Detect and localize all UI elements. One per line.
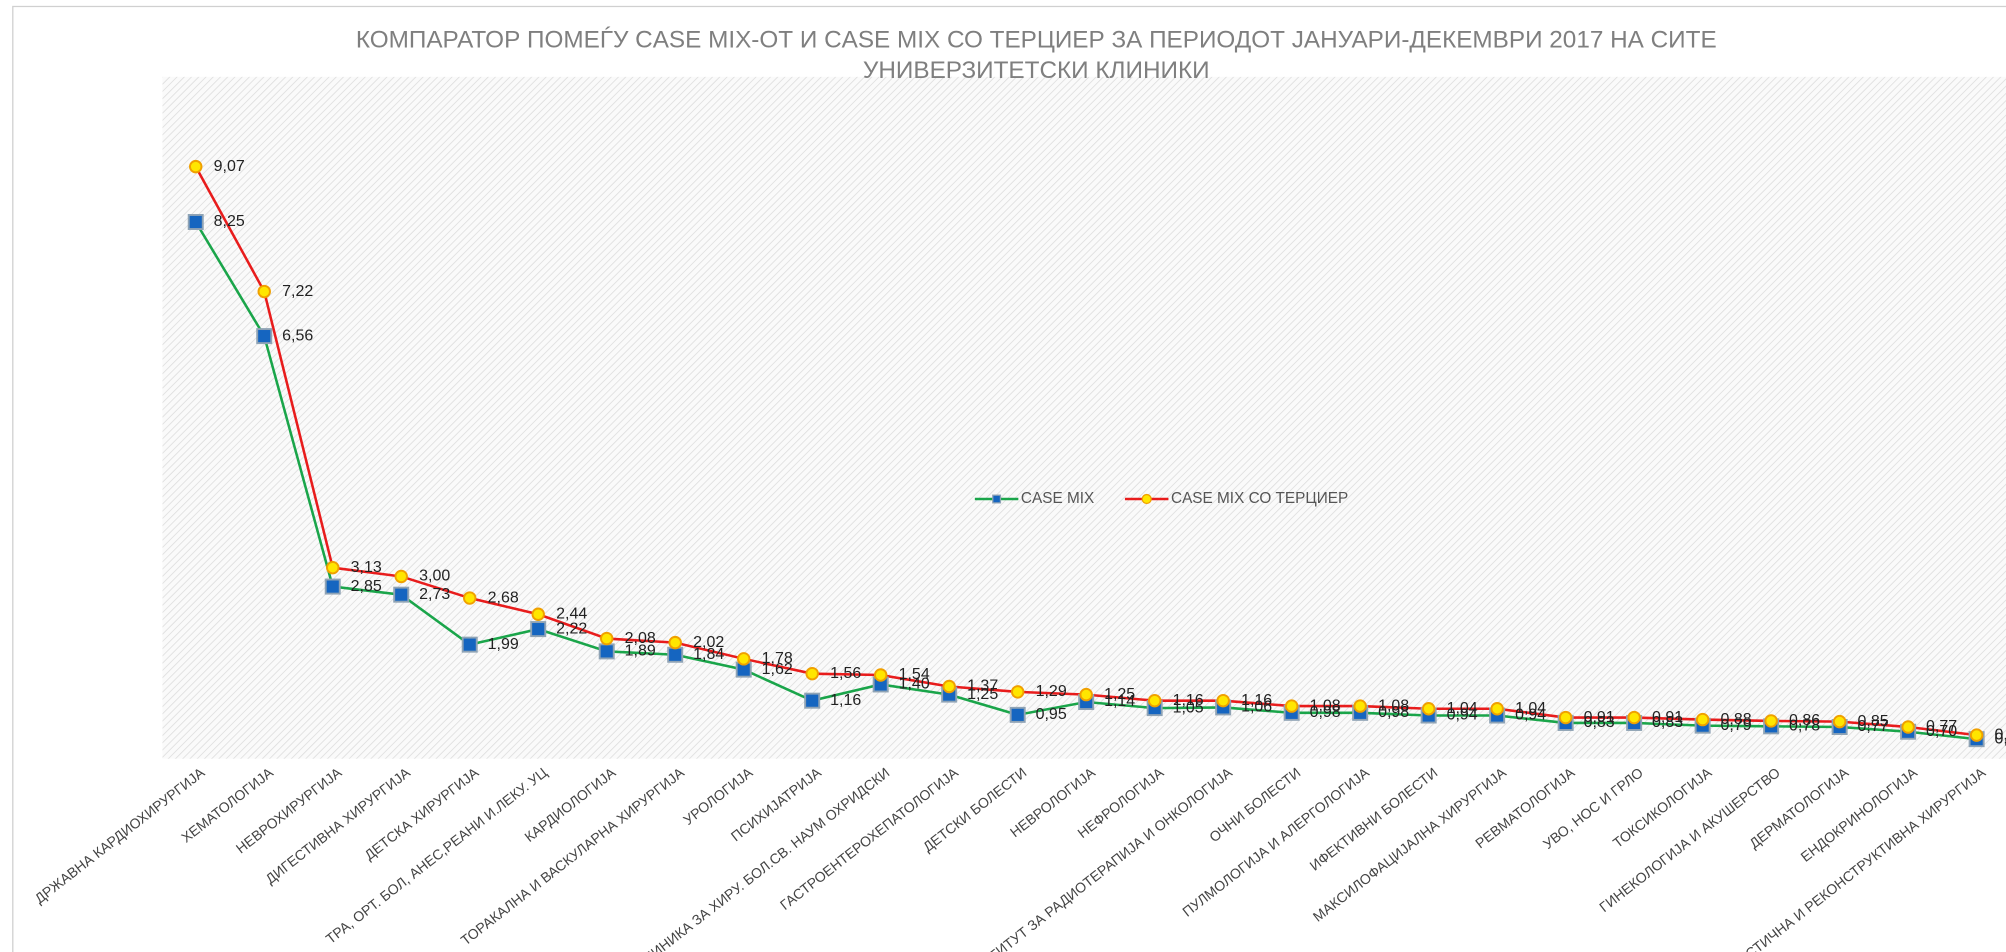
marker (1627, 710, 1641, 725)
marker (1079, 687, 1093, 702)
chart-title: КОМПАРАТОР ПОМЕЃУ CASE MIX-ОТ И CASE MIX… (356, 26, 1717, 53)
marker (873, 668, 888, 682)
legend-marker (1141, 493, 1152, 505)
marker (1353, 699, 1367, 713)
marker (599, 631, 614, 646)
marker (257, 284, 271, 299)
marker (461, 636, 478, 653)
marker (1695, 712, 1710, 727)
value-label: 0,88 (1721, 711, 1752, 728)
value-label: 3,13 (351, 559, 382, 576)
value-label: 1,14 (1104, 693, 1135, 710)
legend-label: CASE MIX СО ТЕРЦИЕР (1171, 490, 1348, 507)
value-label: 0,94 (1447, 707, 1478, 724)
value-label: 9,07 (214, 158, 245, 175)
value-label: 1,06 (1241, 699, 1272, 716)
marker (531, 607, 545, 621)
value-label: 2,68 (488, 589, 519, 606)
value-label: 0,94 (1515, 707, 1546, 724)
value-label: 1,08 (1378, 697, 1409, 714)
marker (463, 591, 477, 605)
value-label: 8,25 (214, 213, 245, 230)
value-label: 0,91 (1584, 709, 1615, 726)
value-label: 1,16 (1241, 692, 1272, 709)
marker (1216, 693, 1230, 708)
value-label: 0,98 (1378, 704, 1409, 721)
value-label: 0,83 (1652, 714, 1683, 731)
marker (942, 679, 956, 694)
value-label: 2,73 (419, 586, 450, 603)
value-label: 0,78 (1789, 718, 1820, 735)
value-label: 1,16 (1173, 692, 1204, 709)
value-label: 0,70 (1926, 723, 1957, 740)
value-label: 0,83 (1584, 714, 1615, 731)
value-label: 1,25 (1104, 686, 1135, 703)
value-label: 1,05 (1173, 699, 1204, 716)
value-label: 0,79 (1721, 717, 1752, 734)
value-label: 1,54 (899, 666, 930, 683)
marker (804, 692, 821, 709)
marker (189, 159, 203, 174)
legend-label: CASE MIX (1021, 490, 1094, 507)
value-label: 1,04 (1515, 700, 1546, 717)
value-label: 1,84 (693, 646, 724, 663)
value-label: 0,77 (1858, 718, 1889, 735)
value-label: 1,29 (1036, 683, 1067, 700)
marker (324, 578, 341, 595)
marker (256, 328, 273, 345)
value-label: 0,98 (1310, 704, 1341, 721)
value-label: 2,02 (693, 634, 724, 651)
marker (1284, 699, 1299, 713)
legend-marker (992, 494, 1002, 504)
value-label: 1,37 (967, 678, 998, 695)
value-label: 2,08 (625, 630, 656, 647)
marker (736, 652, 751, 666)
marker (668, 635, 682, 650)
marker (1969, 728, 1984, 742)
value-label: 0,91 (1652, 709, 1683, 726)
value-label: 6,56 (282, 327, 313, 344)
value-label: 1,89 (625, 643, 656, 660)
value-label: 3,00 (419, 568, 450, 585)
marker (530, 621, 547, 638)
marker (805, 666, 819, 681)
value-label: 0,59 (1995, 730, 2006, 747)
value-label: 1,78 (762, 650, 793, 667)
plot-area (162, 76, 2006, 759)
marker (1010, 685, 1025, 699)
value-label: 0,86 (1789, 712, 1820, 729)
value-label: 1,25 (967, 686, 998, 703)
value-label: 1,08 (1310, 697, 1341, 714)
marker (394, 569, 408, 584)
value-label: 2,22 (556, 620, 587, 637)
marker (1421, 702, 1436, 716)
value-label: 1,56 (830, 665, 861, 682)
marker (393, 586, 410, 603)
marker (1558, 710, 1573, 725)
marker (187, 214, 204, 230)
value-label: 2,44 (556, 605, 587, 622)
value-label: 0,77 (1926, 718, 1957, 735)
marker (598, 643, 615, 660)
marker (1764, 714, 1778, 728)
chart-title: УНИВЕРЗИТЕТСКИ КЛИНИКИ (863, 57, 1210, 84)
value-label: 0,95 (1036, 706, 1067, 723)
value-label: 1,16 (830, 692, 861, 709)
marker (326, 560, 340, 575)
value-label: 1,04 (1447, 700, 1478, 717)
marker (1490, 702, 1504, 716)
marker (1901, 720, 1915, 734)
marker (1009, 706, 1026, 723)
value-label: 0,85 (1858, 713, 1889, 730)
marker (1147, 693, 1162, 708)
value-label: 0,65 (1995, 726, 2006, 743)
value-label: 7,22 (282, 283, 313, 300)
marker (667, 646, 684, 663)
marker (1832, 714, 1847, 729)
value-label: 1,99 (488, 636, 519, 653)
value-label: 1,40 (899, 676, 930, 693)
value-label: 2,85 (351, 578, 382, 595)
value-label: 1,62 (762, 661, 793, 678)
